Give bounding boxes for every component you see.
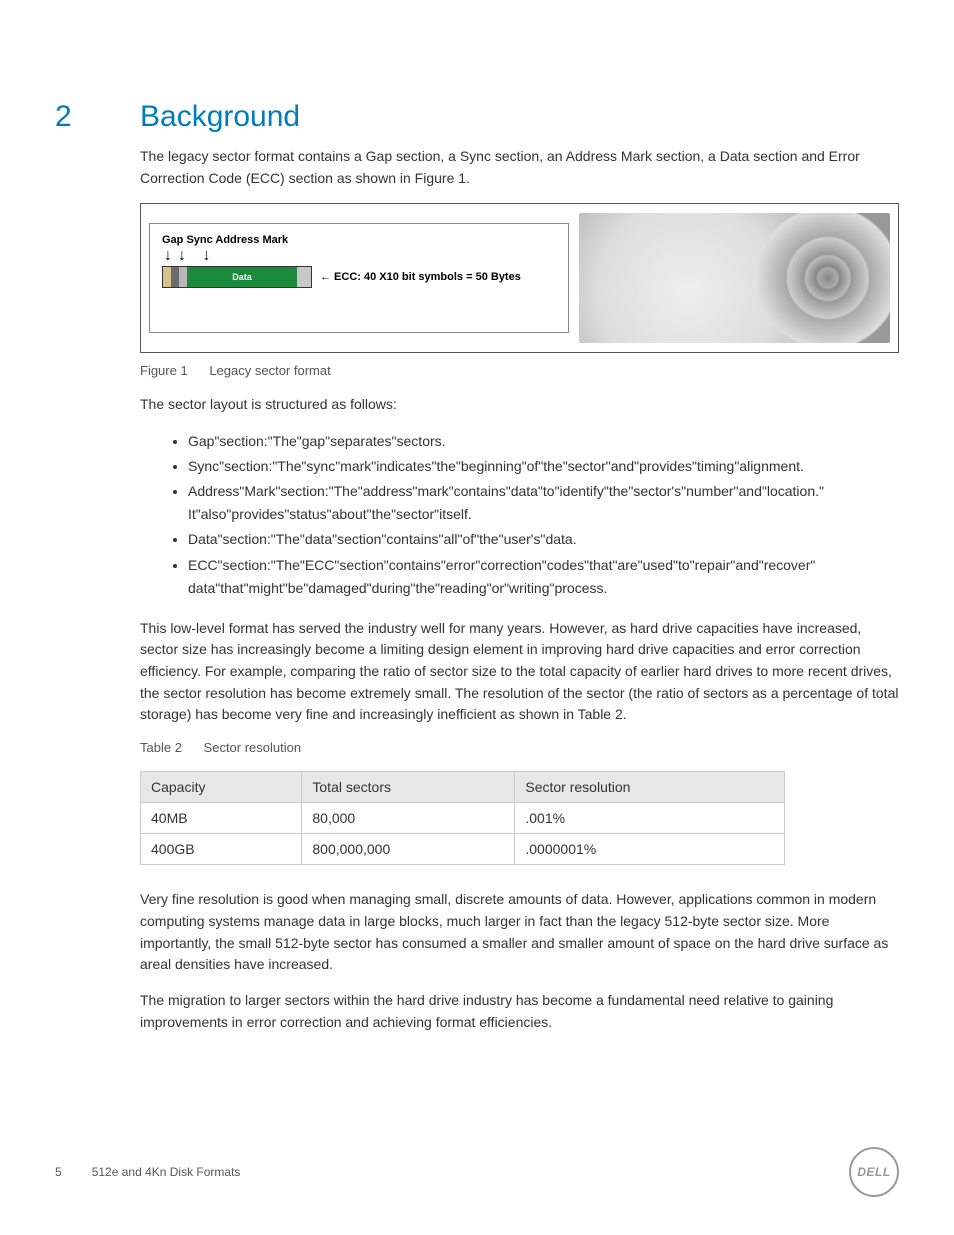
cell: 400GB bbox=[141, 834, 302, 865]
segment-ecc bbox=[297, 267, 311, 287]
table-row: 40MB 80,000 .001% bbox=[141, 803, 785, 834]
dell-logo-icon: DELL bbox=[849, 1147, 899, 1197]
figure-caption-text: Legacy sector format bbox=[209, 363, 330, 378]
sector-header-labels: Gap Sync Address Mark bbox=[162, 234, 556, 246]
table-header-row: Capacity Total sectors Sector resolution bbox=[141, 772, 785, 803]
list-item: ECC"section:"The"ECC"section"contains"er… bbox=[188, 554, 899, 600]
cell: 80,000 bbox=[302, 803, 515, 834]
hard-drive-photo bbox=[579, 213, 890, 343]
page-footer: 5 512e and 4Kn Disk Formats DELL bbox=[55, 1147, 899, 1197]
cell: .001% bbox=[515, 803, 785, 834]
col-capacity: Capacity bbox=[141, 772, 302, 803]
section-heading: 2 Background bbox=[55, 100, 899, 134]
segment-data: Data bbox=[187, 267, 297, 287]
segment-sync bbox=[171, 267, 179, 287]
last-paragraph: The migration to larger sectors within t… bbox=[140, 990, 899, 1033]
figure-1-caption: Figure 1 Legacy sector format bbox=[140, 363, 899, 378]
section-number: 2 bbox=[55, 100, 140, 134]
col-sector-resolution: Sector resolution bbox=[515, 772, 785, 803]
section-title: Background bbox=[140, 100, 300, 134]
segment-address-mark bbox=[179, 267, 187, 287]
sector-arrows: ↓↓ ↓ bbox=[164, 248, 556, 264]
sector-layout-list: Gap"section:"The"gap"separates"sectors. … bbox=[140, 430, 899, 600]
mid-paragraph: This low-level format has served the ind… bbox=[140, 618, 899, 726]
page-number: 5 bbox=[55, 1165, 62, 1179]
col-total-sectors: Total sectors bbox=[302, 772, 515, 803]
table-row: 400GB 800,000,000 .0000001% bbox=[141, 834, 785, 865]
sector-bar: Data bbox=[162, 266, 312, 288]
list-item: Sync"section:"The"sync"mark"indicates"th… bbox=[188, 455, 899, 478]
segment-gap bbox=[163, 267, 171, 287]
cell: 800,000,000 bbox=[302, 834, 515, 865]
list-item: Address"Mark"section:"The"address"mark"c… bbox=[188, 480, 899, 526]
cell: .0000001% bbox=[515, 834, 785, 865]
ecc-annotation: ← ECC: 40 X10 bit symbols = 50 Bytes bbox=[320, 271, 521, 283]
figure-caption-label: Figure 1 bbox=[140, 363, 188, 378]
cell: 40MB bbox=[141, 803, 302, 834]
figure-1: Gap Sync Address Mark ↓↓ ↓ Data ← ECC: 4… bbox=[140, 203, 899, 353]
list-item: Data"section:"The"data"section"contains"… bbox=[188, 528, 899, 551]
table-2-caption: Table 2 Sector resolution bbox=[140, 740, 899, 755]
after-table-paragraph: Very fine resolution is good when managi… bbox=[140, 889, 899, 976]
list-item: Gap"section:"The"gap"separates"sectors. bbox=[188, 430, 899, 453]
intro-paragraph: The legacy sector format contains a Gap … bbox=[140, 146, 899, 189]
layout-intro: The sector layout is structured as follo… bbox=[140, 394, 899, 416]
table-caption-label: Table 2 bbox=[140, 740, 182, 755]
table-caption-text: Sector resolution bbox=[204, 740, 302, 755]
sector-resolution-table: Capacity Total sectors Sector resolution… bbox=[140, 771, 785, 865]
doc-title: 512e and 4Kn Disk Formats bbox=[92, 1165, 241, 1179]
sector-diagram: Gap Sync Address Mark ↓↓ ↓ Data ← ECC: 4… bbox=[149, 223, 569, 333]
